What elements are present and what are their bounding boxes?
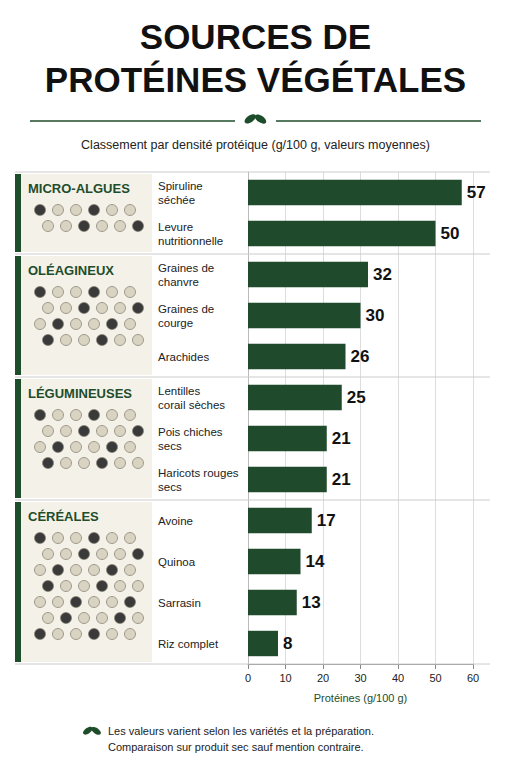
svg-text:Avoine: Avoine <box>158 515 193 527</box>
svg-text:Spiruline: Spiruline <box>158 180 203 192</box>
svg-text:Graines de: Graines de <box>158 303 214 315</box>
svg-text:LÉGUMINEUSES: LÉGUMINEUSES <box>28 386 132 401</box>
svg-text:Graines de: Graines de <box>158 262 214 274</box>
svg-text:OLÉAGINEUX: OLÉAGINEUX <box>28 263 114 278</box>
svg-text:Comparaison sur produit sec sa: Comparaison sur produit sec sauf mention… <box>108 741 364 753</box>
svg-text:courge: courge <box>158 317 193 329</box>
svg-text:Quinoa: Quinoa <box>158 556 196 568</box>
svg-text:chanvre: chanvre <box>158 276 199 288</box>
svg-text:60: 60 <box>467 672 479 684</box>
svg-text:Haricots rouges: Haricots rouges <box>158 467 239 479</box>
svg-text:PROTÉINES VÉGÉTALES: PROTÉINES VÉGÉTALES <box>45 60 466 99</box>
svg-text:Sarrasin: Sarrasin <box>158 597 201 609</box>
svg-text:25: 25 <box>347 388 366 407</box>
svg-text:CÉRÉALES: CÉRÉALES <box>28 509 99 524</box>
svg-text:30: 30 <box>354 672 366 684</box>
svg-text:corail sèches: corail sèches <box>158 399 225 411</box>
svg-text:Levure: Levure <box>158 221 193 233</box>
svg-text:14: 14 <box>306 552 325 571</box>
svg-text:57: 57 <box>467 183 486 202</box>
svg-text:séchée: séchée <box>158 194 195 206</box>
svg-text:26: 26 <box>351 347 370 366</box>
svg-text:0: 0 <box>245 672 251 684</box>
svg-text:17: 17 <box>317 511 336 530</box>
svg-text:Lentilles: Lentilles <box>158 385 200 397</box>
svg-text:40: 40 <box>392 672 404 684</box>
svg-text:Pois chiches: Pois chiches <box>158 426 223 438</box>
svg-text:30: 30 <box>366 306 385 325</box>
svg-text:13: 13 <box>302 593 321 612</box>
svg-text:Arachides: Arachides <box>158 351 209 363</box>
svg-text:21: 21 <box>332 429 351 448</box>
svg-text:8: 8 <box>283 634 292 653</box>
svg-text:secs: secs <box>158 440 182 452</box>
svg-text:Classement par densité protéiq: Classement par densité protéique (g/100 … <box>81 138 430 152</box>
svg-text:10: 10 <box>279 672 291 684</box>
svg-text:20: 20 <box>317 672 329 684</box>
svg-text:Riz complet: Riz complet <box>158 638 219 650</box>
svg-text:nutritionnelle: nutritionnelle <box>158 235 223 247</box>
svg-text:secs: secs <box>158 481 182 493</box>
svg-text:50: 50 <box>429 672 441 684</box>
svg-text:SOURCES DE: SOURCES DE <box>140 17 371 56</box>
svg-text:Protéines (g/100 g): Protéines (g/100 g) <box>314 692 408 704</box>
svg-text:32: 32 <box>373 265 392 284</box>
svg-text:MICRO-ALGUES: MICRO-ALGUES <box>28 181 130 196</box>
svg-text:21: 21 <box>332 470 351 489</box>
svg-text:50: 50 <box>441 224 460 243</box>
svg-text:Les valeurs varient selon les: Les valeurs varient selon les variétés e… <box>108 725 374 737</box>
